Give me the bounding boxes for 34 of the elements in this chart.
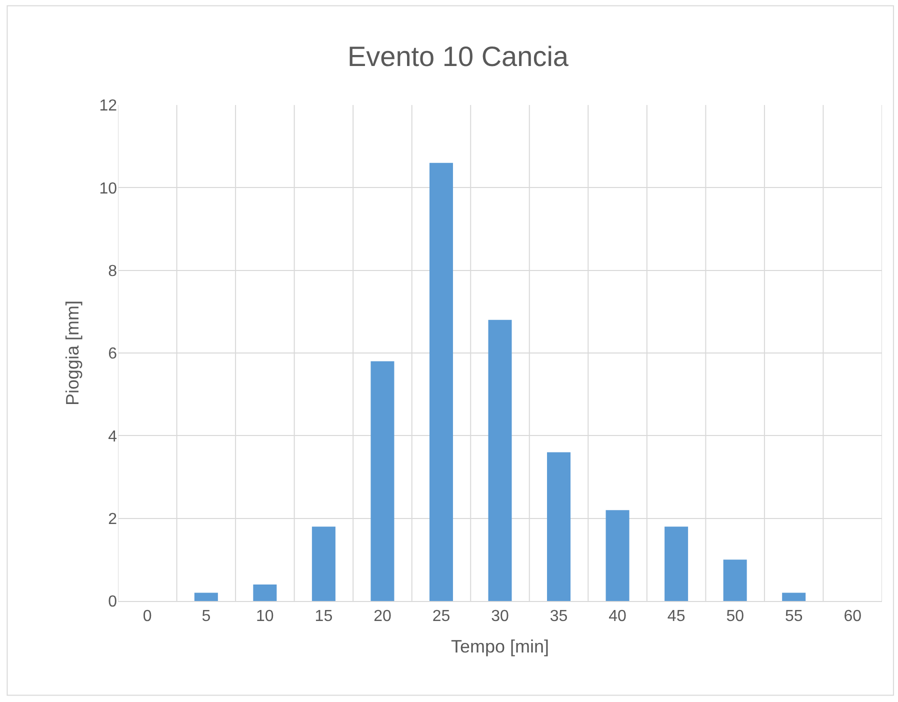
chart-title: Evento 10 Cancia	[347, 40, 569, 72]
y-tick-label: 8	[108, 262, 118, 280]
y-tick-label: 2	[108, 510, 118, 528]
y-axis-title: Pioggia [mm]	[62, 300, 82, 406]
bar	[723, 560, 747, 601]
bar	[488, 320, 512, 601]
bar	[547, 452, 571, 601]
x-tick-label: 35	[550, 608, 568, 626]
x-tick-label: 0	[142, 608, 152, 626]
x-tick-label: 5	[202, 608, 211, 626]
x-tick-label: 10	[256, 608, 274, 626]
x-tick-label: 25	[432, 608, 450, 626]
bar	[782, 592, 806, 601]
x-tick-label: 60	[844, 608, 862, 626]
x-tick-label: 45	[667, 608, 686, 626]
y-tick-label: 10	[99, 180, 118, 198]
y-tick-label: 12	[99, 98, 118, 115]
x-tick-label: 20	[374, 608, 392, 626]
bar	[253, 584, 277, 601]
bar	[312, 526, 336, 601]
x-tick-label: 30	[491, 608, 509, 626]
x-axis-title: Tempo [min]	[450, 636, 550, 656]
x-tick-label: 15	[314, 608, 333, 626]
x-tick-label: 55	[784, 608, 803, 626]
y-tick-label: 4	[108, 428, 118, 446]
bar	[194, 592, 218, 601]
x-tick-label: 40	[608, 608, 627, 626]
bar	[370, 361, 394, 601]
y-tick-label: 6	[108, 346, 118, 363]
bar	[429, 162, 453, 601]
x-tick-label: 50	[726, 608, 744, 626]
bar	[664, 526, 688, 601]
bar	[606, 510, 630, 601]
y-tick-label: 0	[108, 594, 118, 611]
